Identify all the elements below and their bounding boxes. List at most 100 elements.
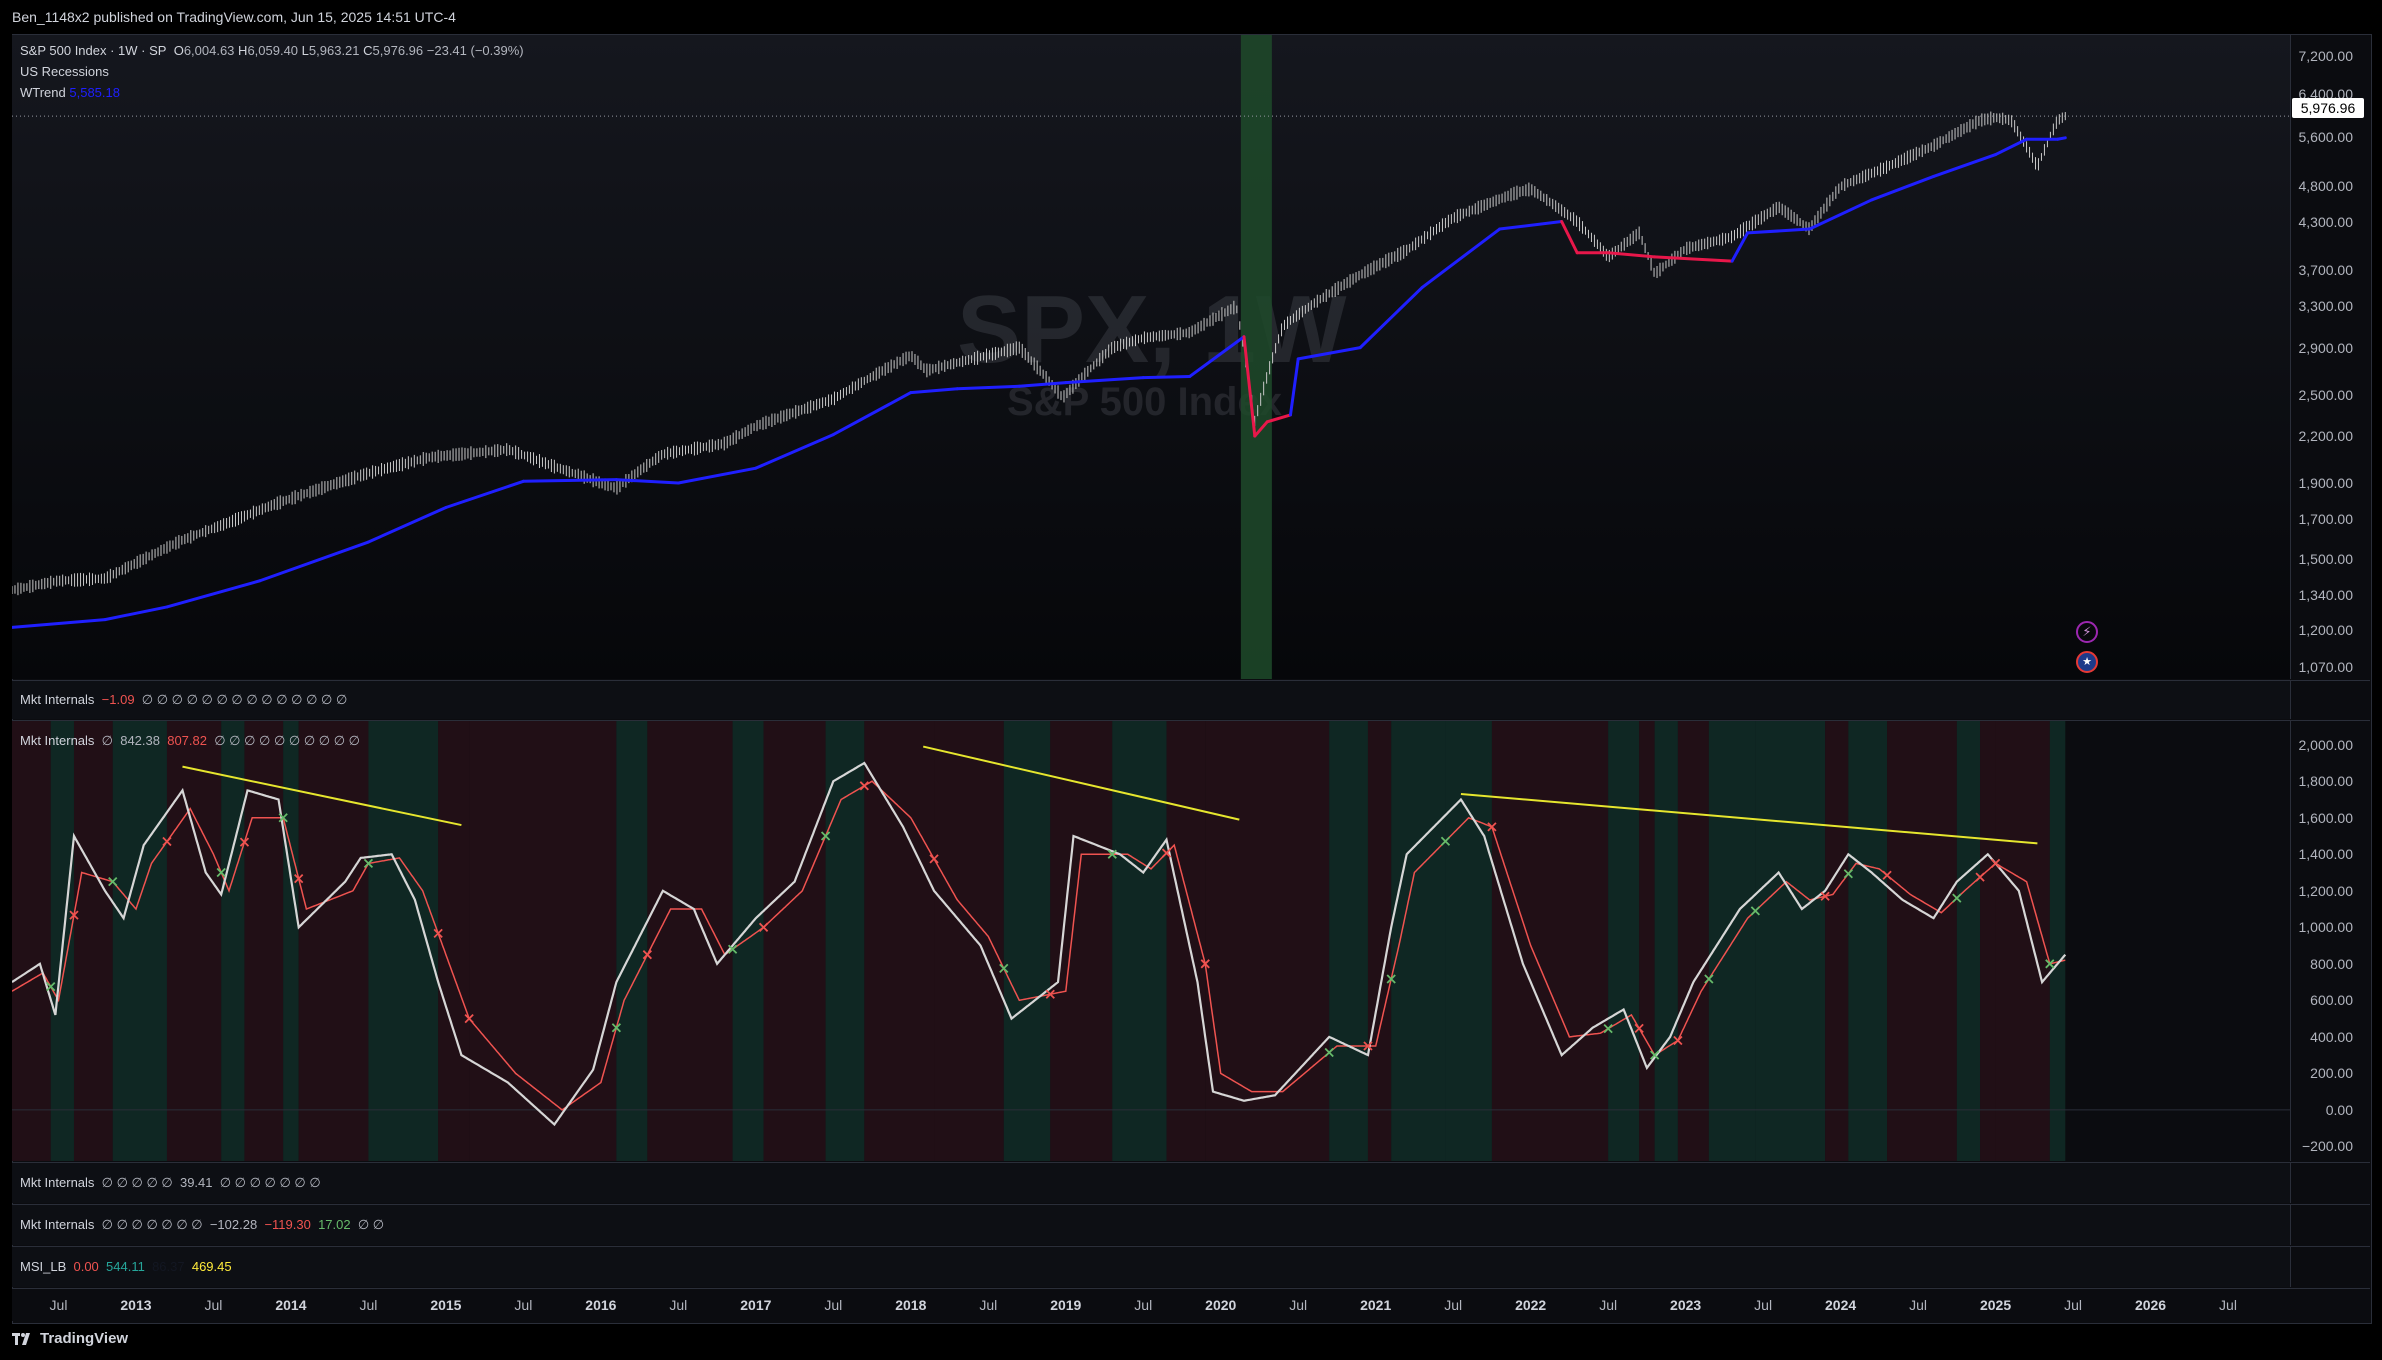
mkt4-title[interactable]: Mkt Internals <box>20 1217 95 1232</box>
mkt2-nulls: ∅ ∅ ∅ ∅ ∅ ∅ ∅ ∅ ∅ ∅ <box>214 733 360 748</box>
time-tick-label: Jul <box>49 1297 68 1313</box>
high-label: H <box>238 43 248 58</box>
regime-band <box>763 721 826 1161</box>
lightning-icon[interactable]: ⚡ <box>2076 621 2098 643</box>
time-tick-label: Jul <box>359 1297 378 1313</box>
price-tick-label: 2,500.00 <box>2298 387 2354 404</box>
regime-band <box>647 721 733 1161</box>
mkt4-value-2: −119.30 <box>264 1217 311 1232</box>
mkt4-value-3: 17.02 <box>318 1217 351 1232</box>
regime-band <box>12 721 51 1161</box>
price-pane[interactable]: SPX, 1W S&P 500 Index S&P 500 Index · 1W… <box>12 35 2290 679</box>
oscillator-tick-label: −200.00 <box>2302 1138 2353 1155</box>
msi-lb-pane[interactable]: MSI_LB 0.00 544.11 86.37 469.45 <box>12 1247 2290 1287</box>
wtrend-legend[interactable]: WTrend 5,585.18 <box>20 85 120 100</box>
symbol-label[interactable]: S&P 500 Index · 1W · SP <box>20 43 167 58</box>
time-tick-label: Jul <box>2219 1297 2237 1313</box>
cross-marker <box>46 982 56 992</box>
time-tick-label: Jul <box>514 1297 533 1313</box>
cross-marker <box>758 922 769 932</box>
cross-marker <box>1487 822 1497 832</box>
cross-marker <box>278 813 288 823</box>
mkt-internals-pane-2[interactable]: Mkt Internals ∅ 842.38 807.82 ∅ ∅ ∅ ∅ ∅ … <box>12 721 2290 1161</box>
wtrend-segment <box>1560 220 1579 255</box>
cross-marker <box>1975 872 1985 882</box>
time-tick-label: Jul <box>1599 1297 1618 1313</box>
mkt-internals-pane-4[interactable]: Mkt Internals ∅ ∅ ∅ ∅ ∅ ∅ ∅ −102.28 −119… <box>12 1205 2290 1245</box>
oscillator-tick-label: 600.00 <box>2310 992 2353 1009</box>
regime-band <box>1050 721 1113 1161</box>
cross-marker <box>239 837 250 847</box>
wtrend-segment <box>909 387 959 395</box>
price-tick-label: 3,700.00 <box>2298 261 2354 278</box>
regime-band <box>221 721 245 1161</box>
close-label: C <box>363 43 373 58</box>
time-tick-label: 2023 <box>1670 1297 1702 1313</box>
price-tick-label: 4,800.00 <box>2298 178 2354 195</box>
time-axis[interactable]: Jul 2013 Jul 2014 Jul 2015 Jul 2016 Jul 2017 Jul 20… <box>12 1289 2290 1321</box>
oscillator-chart[interactable] <box>12 721 2290 1161</box>
msi-value-1: 0.00 <box>73 1259 99 1274</box>
mkt1-nulls: ∅ ∅ ∅ ∅ ∅ ∅ ∅ ∅ ∅ ∅ ∅ ∅ ∅ ∅ <box>141 692 348 707</box>
mkt4-axis[interactable] <box>2290 1205 2371 1245</box>
oscillator-tick-label: 200.00 <box>2310 1065 2353 1082</box>
tradingview-footer[interactable]: TradingView <box>12 1330 128 1347</box>
price-axis[interactable]: 7,200.00 6,400.00 5,600.00 4,800.00 4,300.00… <box>2290 35 2371 679</box>
cross-marker <box>1363 1041 1373 1051</box>
cross-marker <box>1200 959 1210 969</box>
cross-marker <box>1843 869 1853 879</box>
mkt3-nulls: ∅ ∅ ∅ ∅ ∅ ∅ ∅ <box>219 1175 321 1190</box>
mkt3-title[interactable]: Mkt Internals <box>20 1175 95 1190</box>
regime-bands <box>12 721 2066 1161</box>
msi-axis[interactable] <box>2290 1247 2371 1287</box>
wtrend-segment <box>1358 285 1424 350</box>
mkt4-pre: ∅ ∅ ∅ ∅ ∅ ∅ ∅ <box>101 1217 203 1232</box>
time-tick-label: Jul <box>2064 1297 2082 1313</box>
oscillator-tick-label: 1,200.00 <box>2298 882 2354 899</box>
mkt2-legend: Mkt Internals ∅ 842.38 807.82 ∅ ∅ ∅ ∅ ∅ … <box>20 733 360 749</box>
trendline <box>1460 793 2038 845</box>
oscillator-tick-label: 1,800.00 <box>2298 773 2354 790</box>
oscillator-tick-label: 2,000.00 <box>2298 736 2354 753</box>
cross-marker <box>1750 906 1761 916</box>
mkt3-pre: ∅ ∅ ∅ ∅ ∅ <box>101 1175 173 1190</box>
price-tick-label: 3,300.00 <box>2298 298 2354 315</box>
msi-title[interactable]: MSI_LB <box>20 1259 67 1274</box>
regime-band <box>1887 721 1957 1161</box>
mkt-internals-pane-3[interactable]: Mkt Internals ∅ ∅ ∅ ∅ ∅ 39.41 ∅ ∅ ∅ ∅ ∅ … <box>12 1163 2290 1203</box>
price-chart[interactable] <box>12 35 2290 679</box>
regime-band <box>1205 721 1330 1161</box>
oscillator-axis[interactable]: 2,000.00 1,800.00 1,600.00 1,400.00 1,200.00… <box>2290 721 2371 1161</box>
time-tick-label: 2020 <box>1205 1297 1237 1313</box>
us-flag-icon[interactable]: ★ <box>2076 651 2098 673</box>
mkt3-axis[interactable] <box>2290 1163 2371 1203</box>
oscillator-tick-label: 1,000.00 <box>2298 919 2354 936</box>
regime-band <box>438 721 470 1161</box>
low-value: 5,963.21 <box>308 43 360 58</box>
mkt2-value-2: 807.82 <box>167 733 207 748</box>
cross-marker <box>363 858 374 869</box>
cross-marker <box>108 877 118 887</box>
recessions-label[interactable]: US Recessions <box>20 64 109 79</box>
wtrend-segment <box>1730 231 1750 263</box>
cross-marker <box>1045 989 1055 999</box>
wtrend-value: 5,585.18 <box>69 85 120 100</box>
cross-marker <box>642 950 652 960</box>
mkt1-axis[interactable] <box>2290 681 2371 719</box>
cross-marker <box>2045 959 2055 969</box>
mkt2-title[interactable]: Mkt Internals <box>20 733 95 748</box>
time-tick-label: Jul <box>1134 1297 1153 1313</box>
mkt1-title[interactable]: Mkt Internals <box>20 692 95 707</box>
cross-marker <box>1107 849 1117 859</box>
cross-markers <box>46 781 2055 1060</box>
mkt-internals-pane-1[interactable]: Mkt Internals −1.09 ∅ ∅ ∅ ∅ ∅ ∅ ∅ ∅ ∅ ∅ … <box>12 681 2290 719</box>
regime-band <box>1825 721 1849 1161</box>
time-tick-label: 2016 <box>585 1297 617 1313</box>
trendline <box>182 765 462 827</box>
time-tick-label: 2014 <box>275 1297 307 1313</box>
cross-marker <box>611 1023 622 1033</box>
regime-band <box>825 721 865 1161</box>
time-tick-label: 2022 <box>1515 1297 1547 1313</box>
trendline <box>922 745 1240 821</box>
regime-band <box>73 721 113 1161</box>
